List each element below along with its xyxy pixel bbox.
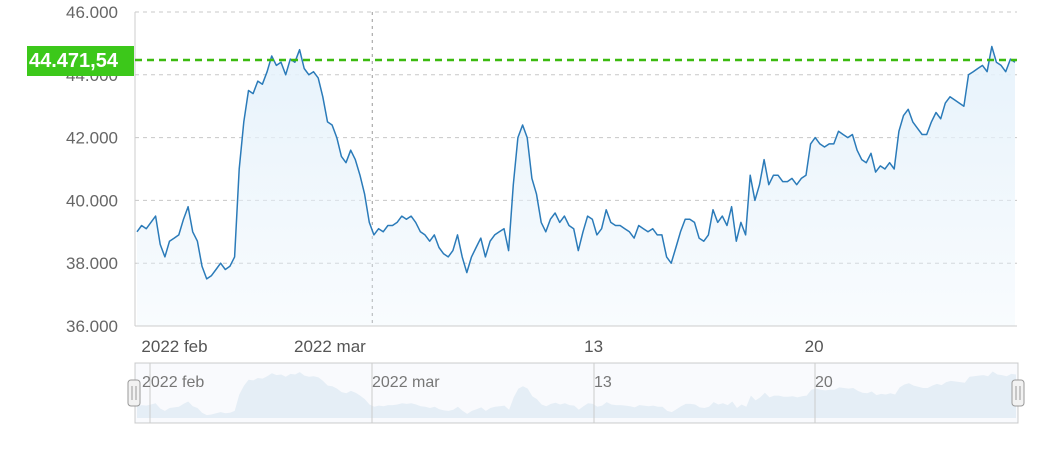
current-value-badge: 44.471,54 <box>27 45 134 76</box>
y-tick-label: 42.000 <box>66 129 118 148</box>
navigator-left-handle[interactable] <box>127 379 141 407</box>
x-axis-ticks: 2022 feb 2022 mar 13 20 <box>141 337 823 356</box>
navigator-tick-label: 2022 feb <box>142 374 204 391</box>
y-tick-label: 46.000 <box>66 3 118 22</box>
navigator-series-area <box>137 371 1016 418</box>
current-value-badge-bg <box>27 45 134 76</box>
x-tick-label: 2022 feb <box>141 337 207 356</box>
x-tick-label: 20 <box>805 337 824 356</box>
price-area <box>137 46 1015 326</box>
navigator-right-handle[interactable] <box>1011 379 1025 407</box>
price-series <box>136 45 1016 326</box>
navigator-ticks: 2022 feb 2022 mar 13 20 <box>142 363 833 423</box>
navigator-tick-label: 20 <box>815 374 833 391</box>
x-tick-label: 13 <box>584 337 603 356</box>
navigator-tick-label: 13 <box>594 374 612 391</box>
x-tick-label: 2022 mar <box>294 337 366 356</box>
navigator-tick-label: 2022 mar <box>372 374 440 391</box>
navigator[interactable]: 2022 feb 2022 mar 13 20 <box>127 362 1025 424</box>
y-tick-label: 40.000 <box>66 191 118 210</box>
current-value-label: 44.471,54 <box>29 50 119 72</box>
y-tick-label: 38.000 <box>66 254 118 273</box>
price-line <box>136 45 1016 280</box>
y-tick-label: 36.000 <box>66 317 118 336</box>
